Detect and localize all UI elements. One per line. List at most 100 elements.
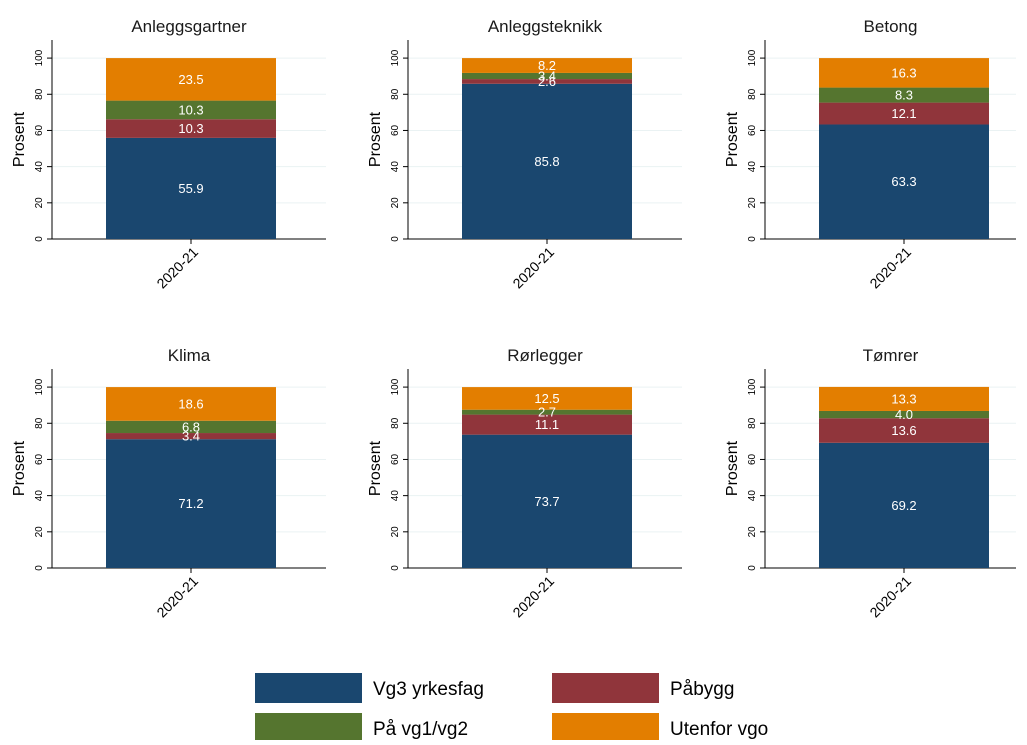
bar-segment-2 — [106, 420, 276, 434]
y-tick-label: 0 — [390, 565, 401, 571]
legend-swatch-2 — [255, 713, 362, 743]
data-label: 16.3 — [891, 65, 916, 80]
y-axis-title: Prosent — [367, 111, 384, 167]
y-tick-label: 80 — [747, 417, 758, 429]
data-label: 2.6 — [538, 74, 556, 89]
y-tick-label: 20 — [390, 197, 401, 209]
y-tick-label: 60 — [390, 124, 401, 136]
data-label: 85.8 — [534, 154, 559, 169]
y-tick-label: 0 — [747, 565, 758, 571]
y-tick-label: 20 — [34, 197, 45, 209]
y-tick-label: 40 — [34, 490, 45, 502]
bar-segment-2 — [462, 409, 632, 415]
y-tick-label: 20 — [747, 526, 758, 538]
data-label: 6.8 — [182, 419, 200, 434]
x-tick-label: 2020-21 — [866, 244, 914, 292]
x-tick-label: 2020-21 — [153, 244, 201, 292]
data-label: 2.7 — [538, 405, 556, 420]
bar-segment-3 — [819, 58, 989, 88]
data-label: 71.2 — [178, 496, 203, 511]
y-tick-label: 40 — [747, 490, 758, 502]
legend-swatch-1 — [552, 673, 659, 703]
legend-label: Påbygg — [670, 679, 734, 700]
bar-segment-1 — [462, 79, 632, 84]
bar-segment-0 — [462, 434, 632, 568]
y-tick-label: 100 — [34, 49, 45, 66]
bar-segment-0 — [819, 124, 989, 239]
y-tick-label: 80 — [34, 88, 45, 100]
legend-label: Vg3 yrkesfag — [373, 679, 484, 700]
y-tick-label: 80 — [390, 417, 401, 429]
bar-segment-0 — [106, 439, 276, 568]
y-tick-label: 20 — [34, 526, 45, 538]
panel-title: Betong — [864, 17, 918, 36]
panel-title: Anleggsteknikk — [488, 17, 603, 36]
data-label: 13.6 — [891, 423, 916, 438]
y-tick-label: 20 — [747, 197, 758, 209]
y-tick-label: 80 — [390, 88, 401, 100]
legend-label: På vg1/vg2 — [373, 719, 468, 740]
panel-title: Rørlegger — [507, 346, 583, 365]
bar-segment-1 — [819, 102, 989, 125]
panel-title: Anleggsgartner — [131, 17, 247, 36]
data-label: 18.6 — [178, 396, 203, 411]
bar-segment-2 — [819, 410, 989, 419]
y-tick-label: 60 — [34, 453, 45, 465]
x-tick-label: 2020-21 — [866, 573, 914, 621]
data-label: 10.3 — [178, 121, 203, 136]
y-axis-title: Prosent — [367, 440, 384, 496]
bar-segment-2 — [462, 72, 632, 80]
x-tick-label: 2020-21 — [153, 573, 201, 621]
data-label: 23.5 — [178, 72, 203, 87]
data-label: 3.4 — [182, 429, 200, 444]
y-tick-label: 100 — [747, 378, 758, 395]
data-label: 3.4 — [538, 69, 556, 84]
y-axis-title: Prosent — [724, 111, 741, 167]
bar-segment-3 — [106, 387, 276, 421]
data-label: 8.3 — [895, 88, 913, 103]
data-label: 12.5 — [534, 391, 559, 406]
bar-segment-2 — [106, 100, 276, 120]
x-tick-label: 2020-21 — [509, 573, 557, 621]
panel-title: Tømrer — [863, 346, 919, 365]
y-tick-label: 60 — [34, 124, 45, 136]
bar-segment-3 — [462, 58, 632, 73]
y-tick-label: 0 — [390, 236, 401, 242]
bar-segment-0 — [106, 137, 276, 239]
data-label: 12.1 — [891, 106, 916, 121]
data-label: 4.0 — [895, 407, 913, 422]
y-tick-label: 100 — [390, 49, 401, 66]
bar-segment-0 — [462, 83, 632, 239]
y-tick-label: 60 — [747, 453, 758, 465]
y-axis-title: Prosent — [11, 440, 28, 496]
y-axis-title: Prosent — [11, 111, 28, 167]
data-label: 69.2 — [891, 498, 916, 513]
data-label: 13.3 — [891, 391, 916, 406]
legend-label: Utenfor vgo — [670, 719, 768, 740]
y-tick-label: 80 — [747, 88, 758, 100]
data-label: 10.3 — [178, 102, 203, 117]
y-tick-label: 100 — [390, 378, 401, 395]
bar-segment-1 — [106, 433, 276, 440]
data-label: 8.2 — [538, 58, 556, 73]
bar-segment-3 — [819, 386, 989, 411]
y-axis-title: Prosent — [724, 440, 741, 496]
legend-swatch-0 — [255, 673, 362, 703]
data-label: 11.1 — [535, 417, 559, 432]
y-tick-label: 40 — [747, 161, 758, 173]
bar-segment-0 — [819, 442, 989, 568]
legend-swatch-3 — [552, 713, 659, 743]
x-tick-label: 2020-21 — [509, 244, 557, 292]
y-tick-label: 100 — [747, 49, 758, 66]
data-label: 73.7 — [534, 494, 559, 509]
y-tick-label: 100 — [34, 378, 45, 395]
bar-segment-3 — [462, 387, 632, 410]
bar-segment-2 — [819, 87, 989, 103]
y-tick-label: 40 — [390, 490, 401, 502]
bar-segment-1 — [106, 119, 276, 138]
bar-segment-1 — [819, 418, 989, 443]
data-label: 63.3 — [891, 174, 916, 189]
y-tick-label: 40 — [390, 161, 401, 173]
